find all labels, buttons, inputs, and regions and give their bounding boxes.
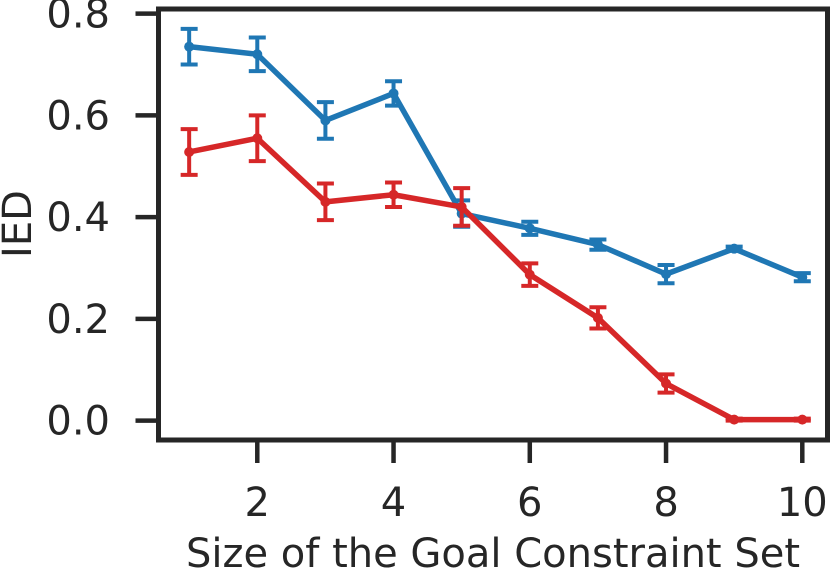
data-point-marker	[661, 378, 672, 389]
x-axis-label: Size of the Goal Constraint Set	[186, 531, 800, 577]
red-series	[180, 113, 811, 425]
data-point-marker	[661, 269, 672, 280]
x-tick-label: 8	[653, 480, 678, 526]
x-tick-label: 6	[517, 480, 542, 526]
series-layer	[180, 26, 811, 425]
y-tick-label: 0.0	[46, 399, 110, 445]
data-point-marker	[320, 115, 331, 126]
y-tick-label: 0.8	[46, 0, 110, 38]
x-tick-label: 10	[777, 480, 828, 526]
data-point-marker	[184, 41, 195, 52]
data-point-marker	[592, 239, 603, 250]
data-point-marker	[456, 201, 467, 212]
data-point-marker	[184, 146, 195, 157]
data-point-marker	[524, 223, 535, 234]
x-tick-label: 2	[245, 480, 270, 526]
data-point-marker	[388, 88, 399, 99]
data-point-marker	[388, 189, 399, 200]
data-point-marker	[797, 272, 808, 283]
y-axis-label: IED	[0, 190, 41, 258]
red-series-line	[186, 135, 806, 423]
data-point-marker	[729, 414, 740, 425]
blue-series-line	[186, 43, 806, 280]
data-point-marker	[524, 269, 535, 280]
x-tick-label: 4	[381, 480, 406, 526]
plot-frame	[156, 6, 830, 443]
data-point-marker	[592, 312, 603, 323]
y-tick-label: 0.4	[46, 195, 110, 241]
axes-layer: 2 4 6 8 10 0.0 0.2 0.4 0.6 0.8	[46, 0, 830, 526]
data-point-marker	[252, 133, 263, 144]
data-point-marker	[320, 196, 331, 207]
data-point-marker	[797, 414, 808, 425]
y-tick-label: 0.2	[46, 297, 110, 343]
data-point-marker	[252, 49, 263, 60]
y-tick-label: 0.6	[46, 93, 110, 139]
data-point-marker	[729, 243, 740, 254]
